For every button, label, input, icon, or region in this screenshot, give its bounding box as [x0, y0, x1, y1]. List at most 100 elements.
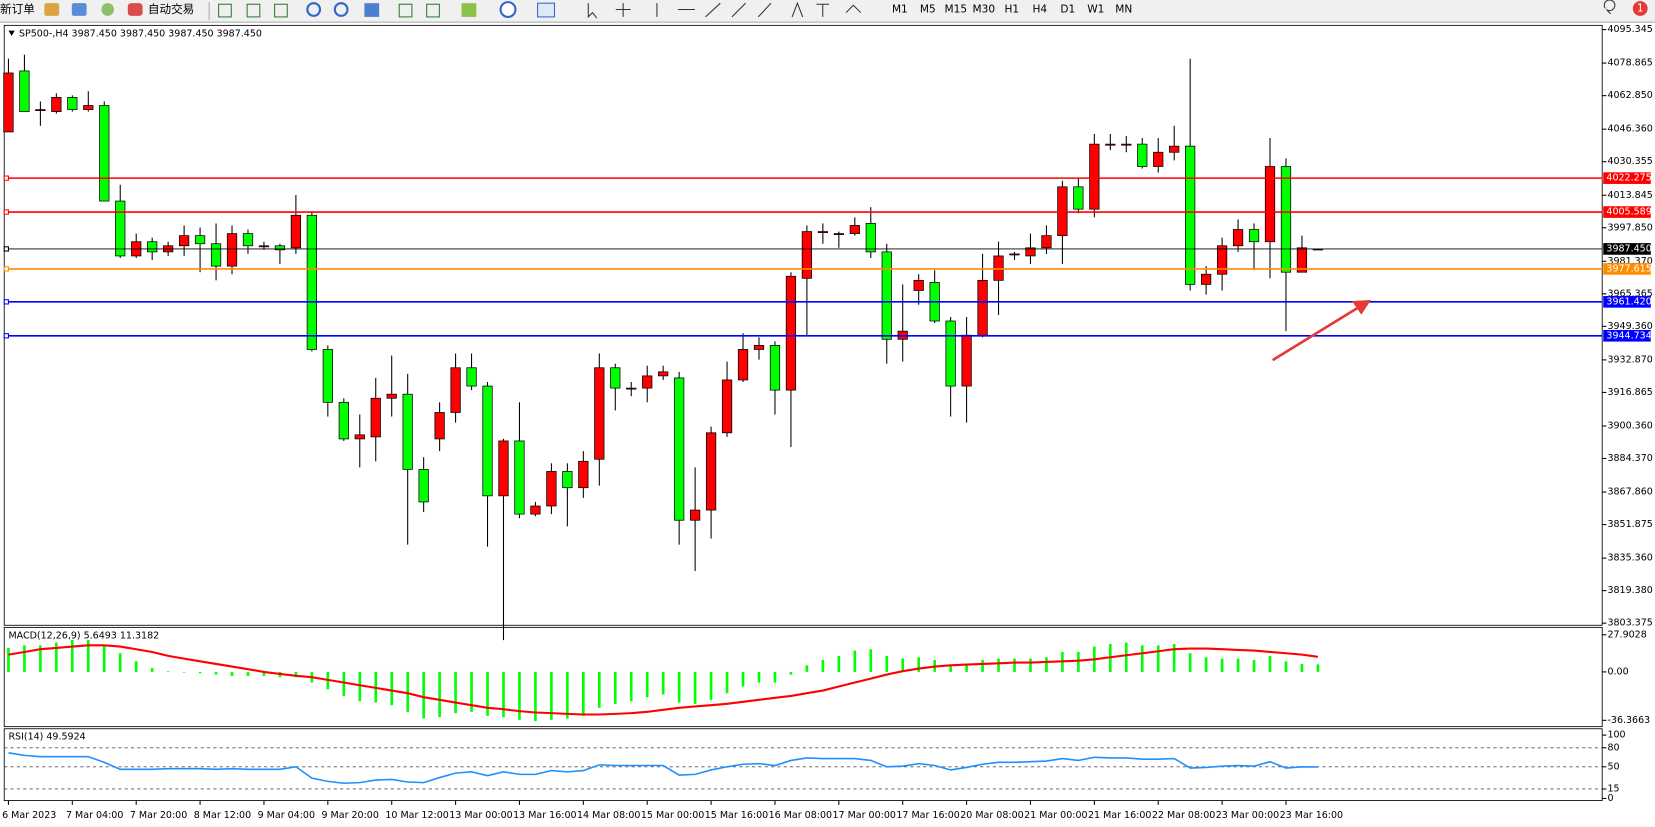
candle-body — [785, 275, 797, 391]
timeframe-button[interactable]: H1 — [1004, 4, 1019, 16]
candle-body — [1121, 143, 1132, 146]
candle-body — [1089, 143, 1100, 210]
timeframe-button[interactable]: W1 — [1087, 4, 1104, 16]
timeframe-button[interactable]: M15 — [945, 4, 968, 16]
candle-body — [226, 233, 238, 267]
timeframe-button[interactable]: M5 — [920, 4, 936, 16]
icon[interactable] — [44, 3, 60, 16]
y-tick-label: 3997.850 — [1607, 222, 1652, 233]
notification-badge[interactable] — [1632, 1, 1648, 16]
price-level-label: 4005.589 — [1606, 207, 1651, 218]
level-anchor — [3, 209, 9, 215]
candle-body — [67, 97, 78, 110]
candle-body — [354, 434, 365, 440]
candle-body — [817, 231, 828, 233]
icon[interactable] — [364, 3, 380, 17]
y-tick-label: 0 — [1607, 793, 1613, 804]
candle-body — [1264, 166, 1276, 243]
candle-body — [913, 279, 924, 291]
icon[interactable] — [101, 3, 115, 16]
candle-body — [1280, 166, 1292, 273]
candle-body — [594, 367, 605, 460]
search-icon[interactable] — [1603, 0, 1616, 15]
y-tick-label: 3835.360 — [1607, 553, 1652, 564]
level-anchor — [3, 266, 9, 272]
price-level-label: 3987.450 — [1606, 243, 1651, 254]
y-tick-label: 3981.370 — [1607, 256, 1652, 267]
y-tick-label: 0.00 — [1607, 666, 1628, 677]
zoom-in[interactable] — [306, 2, 322, 17]
y-tick-label: 100 — [1607, 730, 1625, 741]
zoom-out[interactable] — [333, 2, 349, 17]
candle-body — [466, 367, 477, 387]
y-tick-label: 15 — [1607, 783, 1619, 794]
candle-body — [530, 505, 541, 515]
cursor-tool[interactable] — [587, 3, 598, 19]
y-tick-label: 3949.360 — [1607, 321, 1652, 332]
candle-body — [705, 432, 717, 511]
x-tick-label: 13 Mar 16:00 — [513, 810, 576, 821]
candle-body — [115, 200, 126, 257]
icon[interactable] — [246, 3, 261, 18]
candle-body — [626, 387, 637, 390]
candle-body — [51, 97, 62, 112]
x-tick-label: 16 Mar 08:00 — [769, 810, 832, 821]
candle-body — [1105, 143, 1116, 146]
x-tick-label: 9 Mar 20:00 — [321, 810, 378, 821]
icon[interactable] — [71, 3, 87, 16]
candle-body — [498, 440, 509, 497]
timeframe-button[interactable]: MN — [1115, 4, 1132, 16]
candle-body — [322, 349, 333, 403]
timeframe-button[interactable]: D1 — [1060, 4, 1075, 16]
panel-frame — [3, 728, 1603, 802]
icon[interactable] — [537, 2, 556, 18]
candle-body — [881, 251, 892, 340]
y-tick-label: 3851.875 — [1607, 519, 1652, 530]
crosshair-tool[interactable] — [615, 3, 631, 17]
candle-body — [306, 214, 317, 350]
auto-trading-icon[interactable] — [127, 3, 143, 16]
candle-body — [402, 393, 413, 470]
level-anchor — [3, 175, 9, 181]
candle-body — [83, 105, 94, 110]
y-tick-label: -36.3663 — [1607, 715, 1650, 726]
icon[interactable] — [398, 3, 413, 18]
candle-body — [546, 471, 557, 507]
timeframe-button[interactable]: M1 — [892, 4, 908, 16]
candle-body — [737, 349, 749, 381]
candle-body — [258, 245, 270, 248]
x-tick-label: 23 Mar 00:00 — [1216, 810, 1279, 821]
candle-body — [1073, 186, 1084, 210]
x-tick-label: 23 Mar 16:00 — [1280, 810, 1343, 821]
candle-body — [418, 469, 429, 503]
icon[interactable] — [461, 3, 477, 17]
draw-tools[interactable] — [656, 2, 772, 18]
x-tick-label: 20 Mar 08:00 — [960, 810, 1023, 821]
price-level-label: 3961.420 — [1606, 296, 1651, 307]
candle-body — [1216, 245, 1228, 275]
y-tick-label: 4095.345 — [1607, 24, 1652, 35]
level-anchor — [3, 299, 9, 305]
x-tick-label: 21 Mar 00:00 — [1024, 810, 1087, 821]
timeframe-button[interactable]: M30 — [973, 4, 996, 16]
y-tick-label: 50 — [1607, 761, 1619, 772]
candle-body — [578, 460, 589, 489]
icon[interactable] — [218, 3, 232, 18]
price-level-label: 3977.615 — [1606, 263, 1651, 274]
icon[interactable] — [499, 1, 517, 18]
arrow-tool[interactable] — [845, 4, 862, 14]
toolbar: 新订单 自动交易 M1 M5 M15 M30 H1 H4 D1 W1 MN 1 — [0, 0, 1655, 23]
auto-trading-button[interactable]: 自动交易 — [148, 2, 194, 16]
panel-frame — [3, 626, 1603, 728]
timeframe-button[interactable]: H4 — [1032, 4, 1047, 16]
text-tools[interactable] — [791, 1, 830, 18]
icon[interactable] — [426, 3, 440, 18]
x-tick-label: 15 Mar 00:00 — [641, 810, 704, 821]
icon[interactable] — [274, 3, 288, 18]
candle-body — [482, 385, 493, 497]
new-order-button[interactable]: 新订单 — [0, 2, 35, 16]
y-tick-label: 4013.845 — [1607, 190, 1652, 201]
candle-body — [1153, 151, 1164, 167]
price-level-tag — [1603, 296, 1651, 308]
